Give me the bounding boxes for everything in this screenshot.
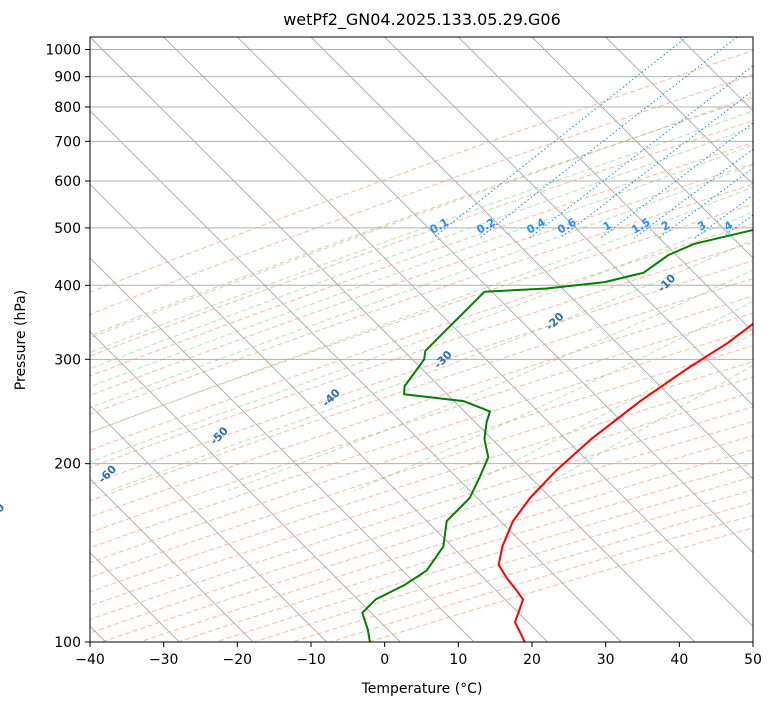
dry-adiabat	[177, 462, 753, 642]
x-tick-label: −40	[75, 652, 105, 668]
dry-adiabat-label: -70	[0, 501, 7, 524]
isotherm	[90, 404, 328, 642]
mixing-ratio-label: 0.2	[474, 216, 497, 237]
mixing-ratio-line	[528, 65, 753, 239]
moist-adiabat	[457, 333, 753, 492]
dry-adiabat	[215, 476, 753, 642]
dry-adiabat-label: -10	[655, 271, 678, 294]
moist-adiabat	[90, 95, 753, 339]
mixing-ratio-label: 0.1	[428, 216, 451, 237]
isotherm	[678, 37, 753, 112]
moist-adiabat	[90, 126, 753, 370]
dry-adiabat	[101, 435, 753, 642]
dry-adiabat	[90, 278, 753, 502]
x-tick-label: 10	[449, 652, 467, 668]
y-axis-label: Pressure (hPa)	[13, 290, 29, 390]
dry-adiabat	[90, 142, 753, 377]
plot-area	[90, 37, 775, 642]
dry-adiabat	[90, 120, 753, 357]
mixing-ratio-label: 1	[601, 219, 614, 234]
moist-adiabat	[90, 186, 753, 434]
mixing-ratio-line	[760, 37, 775, 238]
dry-adiabat	[90, 241, 753, 469]
moist-adiabat	[109, 239, 753, 492]
dry-adiabat	[90, 203, 753, 433]
isotherm	[310, 37, 753, 480]
isotherm	[90, 109, 622, 642]
y-tick-label: 800	[54, 100, 81, 116]
isotherm	[90, 257, 475, 642]
dry-adiabat	[90, 74, 753, 315]
dry-adiabat	[90, 329, 753, 549]
moist-adiabat	[90, 110, 753, 354]
mixing-ratio-label: 0.6	[555, 215, 579, 236]
x-tick-label: 40	[670, 652, 688, 668]
dry-adiabat-label: -50	[208, 424, 231, 447]
mixing-ratio-line	[633, 148, 753, 239]
x-axis-label: Temperature (°C)	[361, 681, 483, 697]
y-tick-label: 700	[54, 134, 81, 150]
isotherm	[90, 330, 401, 642]
dry-adiabat	[90, 295, 753, 518]
temperature-profile	[497, 322, 753, 642]
isotherm	[531, 37, 753, 259]
x-tick-label: −20	[223, 652, 253, 668]
moist-adiabat	[90, 144, 753, 388]
dry-adiabat-label: -20	[543, 310, 566, 333]
dry-adiabat-label: -60	[96, 462, 119, 485]
dry-adiabat	[90, 376, 753, 593]
mixing-ratio-line	[720, 214, 753, 239]
dry-adiabat	[90, 361, 753, 578]
dry-adiabat	[90, 345, 753, 564]
dry-adiabat	[90, 97, 753, 337]
dry-adiabat	[90, 223, 753, 451]
x-tick-label: 50	[744, 652, 762, 668]
dry-adiabat	[330, 514, 753, 642]
x-tick-label: 20	[523, 652, 541, 668]
moist-adiabat	[90, 164, 753, 409]
dry-adiabat	[90, 260, 753, 485]
x-tick-label: 0	[380, 652, 389, 668]
mixing-ratio-line	[658, 167, 753, 239]
dry-adiabat	[90, 163, 753, 396]
dry-adiabat	[368, 527, 753, 642]
dry-adiabat	[90, 391, 753, 607]
chart-title: wetPf2_GN04.2025.133.05.29.G06	[283, 10, 561, 30]
y-tick-label: 300	[54, 352, 81, 368]
dry-adiabat	[292, 502, 753, 642]
isotherm	[90, 183, 549, 642]
dry-adiabat	[90, 312, 753, 534]
mixing-ratio-line	[478, 37, 738, 239]
x-tick-label: −30	[149, 652, 179, 668]
plot-frame	[89, 36, 754, 643]
mixing-ratio-label: 0.4	[524, 215, 548, 236]
isotherm	[163, 37, 753, 628]
isotherm	[605, 37, 753, 186]
y-tick-label: 100	[54, 635, 81, 651]
dry-adiabat	[90, 50, 753, 293]
y-tick-label: 500	[54, 221, 81, 237]
x-tick-label: −10	[296, 652, 326, 668]
moist-adiabat	[354, 300, 753, 492]
isotherm	[90, 37, 696, 642]
isotherm	[457, 37, 753, 333]
y-tick-label: 400	[54, 278, 81, 294]
isotherm	[384, 37, 753, 407]
x-tick-label: 30	[597, 652, 615, 668]
mixing-ratio-line	[599, 122, 753, 239]
dry-adiabat	[90, 183, 753, 415]
y-tick-label: 900	[54, 70, 81, 86]
y-tick-label: 600	[54, 174, 81, 190]
isotherm	[236, 37, 753, 554]
axes: −40 −30 −20 −10 0 10 20 30 40 50 100 200 300 400 500 60…	[45, 43, 762, 668]
mixing-ratio-label: 2	[659, 219, 672, 234]
moist-adiabat	[90, 211, 753, 463]
y-tick-label: 200	[54, 457, 81, 473]
dewpoint-profile	[361, 228, 753, 642]
mixing-ratio-line	[559, 90, 753, 239]
y-tick-label: 1000	[45, 43, 81, 59]
dry-adiabat-label: -30	[431, 348, 454, 371]
isotherm	[752, 37, 753, 38]
